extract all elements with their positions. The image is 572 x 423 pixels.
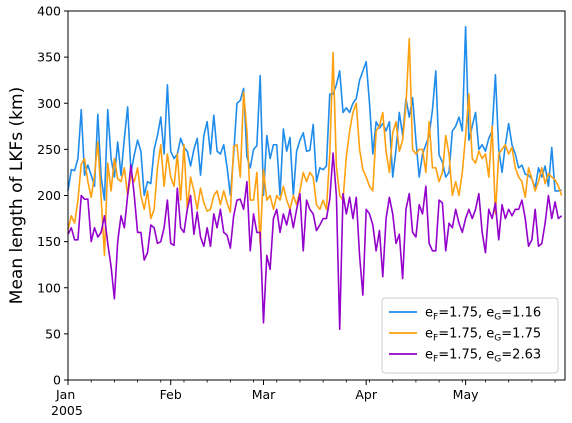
y-axis: 0 50 100 150 200 250 300 350 400 <box>37 4 68 388</box>
x-tick-label: Mar <box>252 387 276 402</box>
y-tick-label: 150 <box>37 234 61 249</box>
x-tick-label: Apr <box>355 387 377 402</box>
legend: eF=1.75, eG=1.16 eF=1.75, eG=1.75 eF=1.75,… <box>381 297 559 374</box>
y-tick-label: 200 <box>37 188 61 203</box>
y-tick-label: 100 <box>37 280 61 295</box>
legend-label: eF=1.75, eG=1.16 <box>425 306 541 323</box>
legend-label: eF=1.75, eG=2.63 <box>425 348 541 365</box>
series-layer <box>67 25 563 331</box>
x-tick-label: Jan <box>55 387 75 402</box>
x-tick-label: May <box>453 387 479 402</box>
x-tick-sublabel: 2005 <box>51 403 83 418</box>
legend-label: eF=1.75, eG=1.75 <box>425 327 541 344</box>
x-tick-label: Feb <box>160 387 182 402</box>
series-line-1 <box>67 25 562 201</box>
legend-box <box>381 297 559 374</box>
y-tick-label: 50 <box>45 326 61 341</box>
y-tick-label: 300 <box>37 96 61 111</box>
y-axis-title: Mean length of LKFs (km) <box>7 87 27 304</box>
y-tick-label: 250 <box>37 142 61 157</box>
series-line-2 <box>67 37 563 257</box>
y-tick-label: 0 <box>53 373 61 388</box>
y-tick-label: 350 <box>37 50 61 65</box>
series-line-3 <box>67 152 563 331</box>
y-tick-label: 400 <box>37 4 61 19</box>
